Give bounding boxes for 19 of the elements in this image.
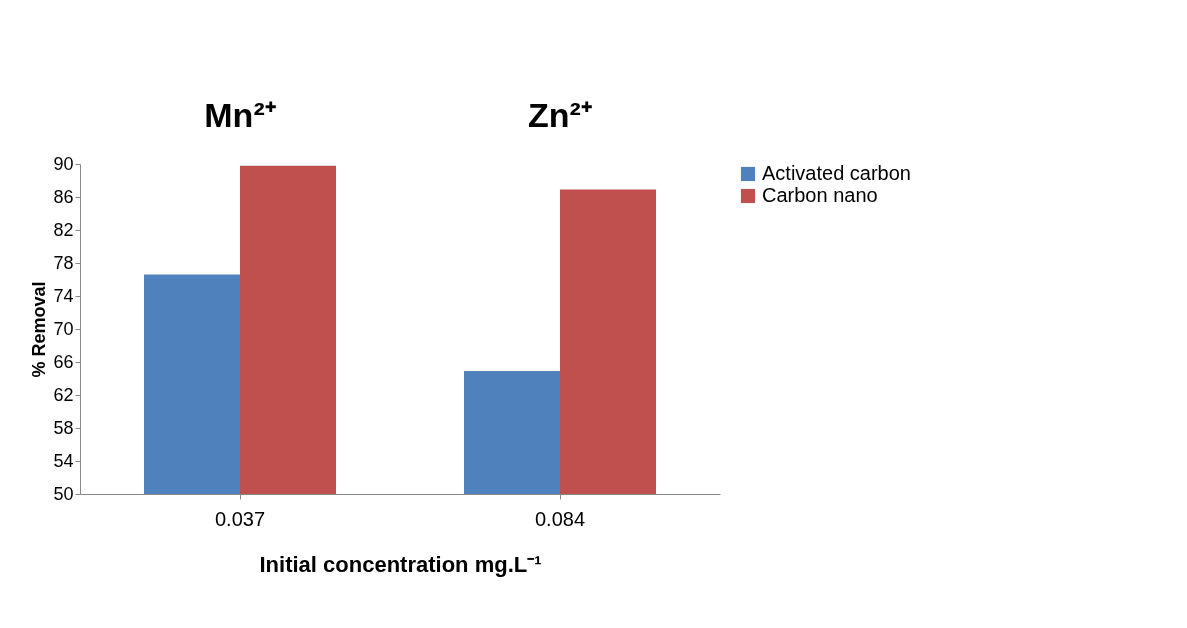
y-tick-label: 82 <box>53 219 74 240</box>
y-tick-label: 54 <box>53 450 74 471</box>
x-axis-title: Initial concentration mg.L⁻¹ <box>259 551 542 577</box>
text: Zn²⁺ <box>528 96 592 134</box>
y-tick-label: 78 <box>53 252 74 273</box>
legend-label: Activated carbon <box>762 162 911 184</box>
y-tick-label: 86 <box>53 186 74 207</box>
y-tick-label: 70 <box>53 318 74 339</box>
text: Mn²⁺ <box>204 96 276 134</box>
y-tick-label: 58 <box>53 417 74 438</box>
legend-label: Carbon nano <box>762 184 878 206</box>
y-tick-label: 50 <box>53 483 74 504</box>
y-tick-label: 66 <box>53 351 74 372</box>
y-axis-title: % Removal <box>29 281 50 378</box>
y-tick-label: 62 <box>53 384 74 405</box>
x-tick-label: 0.037 <box>214 507 266 530</box>
y-tick-label: 90 <box>53 153 74 174</box>
x-tick-label: 0.084 <box>534 507 586 530</box>
y-tick-label: 74 <box>53 285 74 306</box>
